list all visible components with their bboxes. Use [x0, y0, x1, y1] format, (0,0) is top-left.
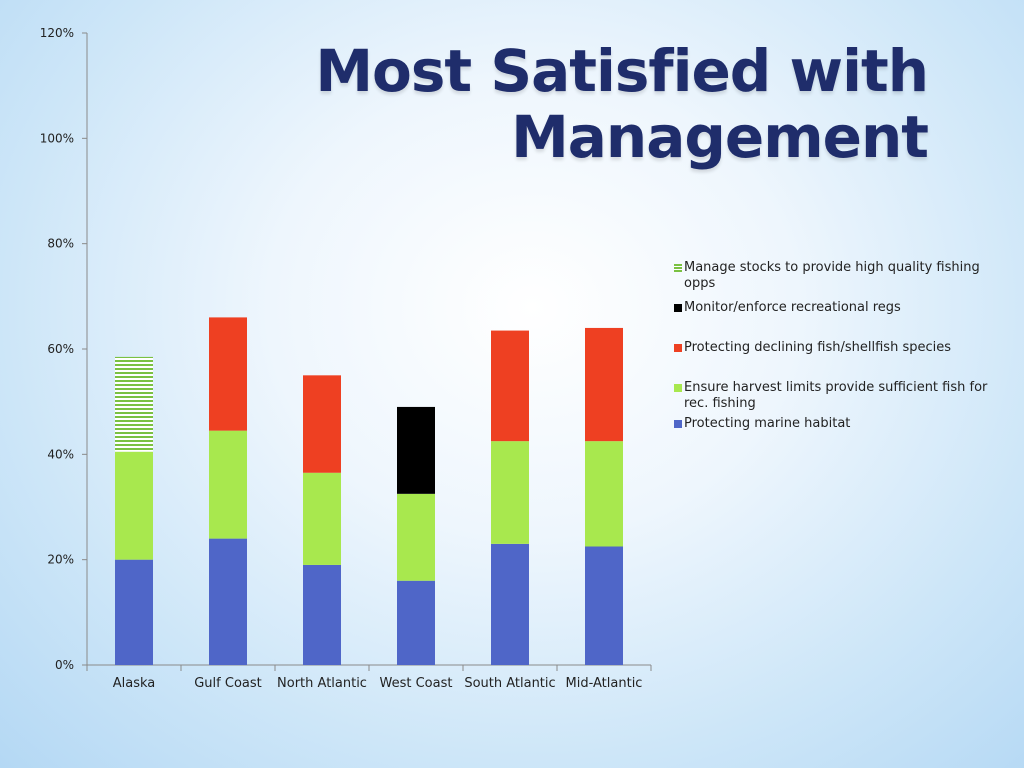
bar-segment — [491, 543, 529, 665]
x-category-label: North Atlantic — [277, 676, 367, 691]
bar-segment — [115, 356, 153, 452]
y-tick-label: 40% — [47, 447, 74, 461]
legend-label: Ensure harvest limits provide sufficient… — [684, 380, 988, 411]
slide-title: Most Satisfied with Management — [315, 37, 929, 171]
legend-label: Monitor/enforce recreational regs — [684, 300, 901, 315]
bar-segment — [585, 327, 623, 442]
bar-segment — [397, 406, 435, 494]
bar-segment — [303, 375, 341, 473]
y-tick-label: 80% — [47, 237, 74, 251]
labels: 0% 20% 40% 60% 80% 100% 120% Alaska Gulf Coast No… — [40, 26, 643, 691]
legend-item: Monitor/enforce recreational regs — [672, 300, 1002, 316]
bar-segment — [397, 580, 435, 665]
legend-swatch — [674, 420, 682, 428]
legend-label: Protecting marine habitat — [684, 416, 851, 431]
x-category-label: South Atlantic — [464, 676, 555, 691]
bar-segment — [303, 564, 341, 665]
y-tick-label: 120% — [40, 26, 74, 40]
bar-segment — [209, 317, 247, 431]
x-category-label: Alaska — [113, 676, 156, 691]
bar-segment — [209, 430, 247, 539]
bar-segment — [303, 472, 341, 565]
bar-segment — [491, 330, 529, 442]
legend-item: Manage stocks to provide high quality fi… — [672, 260, 1002, 292]
y-tick-label: 100% — [40, 131, 74, 145]
x-category-label: Mid-Atlantic — [566, 676, 643, 691]
legend-item: Protecting marine habitat — [672, 416, 1002, 432]
bar-segment — [585, 441, 623, 547]
bar-segment — [209, 538, 247, 665]
bar-segment — [491, 441, 529, 544]
y-tick-label: 0% — [55, 658, 74, 672]
legend-item: Protecting declining fish/shellfish spec… — [672, 340, 1002, 356]
y-tick-label: 20% — [47, 553, 74, 567]
x-category-label: Gulf Coast — [194, 676, 262, 691]
legend-swatch — [674, 384, 682, 392]
bar-segment — [397, 493, 435, 581]
legend: Manage stocks to provide high quality fi… — [672, 260, 1002, 432]
bars — [115, 317, 623, 665]
axes — [82, 32, 652, 671]
legend-swatch — [674, 304, 682, 312]
bar-segment — [115, 559, 153, 665]
legend-item: Ensure harvest limits provide sufficient… — [672, 380, 1002, 412]
bar-segment — [115, 451, 153, 560]
y-tick-label: 60% — [47, 342, 74, 356]
legend-swatch — [674, 264, 682, 272]
legend-swatch — [674, 344, 682, 352]
legend-label: Protecting declining fish/shellfish spec… — [684, 340, 951, 355]
bar-segment — [585, 546, 623, 665]
x-category-label: West Coast — [380, 676, 453, 691]
legend-label: Manage stocks to provide high quality fi… — [684, 260, 980, 291]
